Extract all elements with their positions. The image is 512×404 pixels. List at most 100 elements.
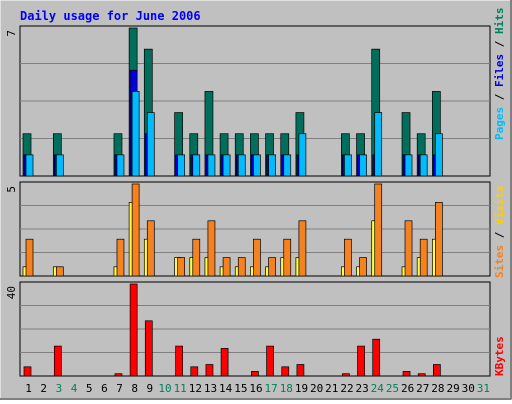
bar-visits: [374, 183, 383, 277]
bar-kbytes: [266, 345, 274, 377]
x-tick-label: 1: [25, 382, 32, 395]
bar-kbytes: [23, 366, 32, 377]
bar-kbytes: [402, 371, 411, 377]
bar-pages: [222, 154, 231, 177]
x-tick-label: 4: [71, 382, 78, 395]
bar-kbytes: [372, 338, 381, 377]
bar-pages: [268, 154, 276, 177]
bar-kbytes: [175, 345, 183, 377]
bar-pages: [25, 154, 34, 177]
x-tick-label: 18: [280, 382, 293, 395]
x-tick-label: 12: [189, 382, 202, 395]
bar-visits: [419, 238, 428, 277]
legend-visits-sites: Sites / Visits: [493, 185, 506, 278]
bar-visits: [404, 220, 413, 277]
bar-visits: [131, 183, 140, 277]
bar-pages: [192, 154, 201, 177]
x-tick-label: 27: [416, 382, 429, 395]
bar-pages: [55, 154, 64, 177]
y-max-label: 5: [5, 186, 18, 193]
bar-pages: [253, 154, 261, 177]
bar-pages: [177, 154, 185, 177]
bar-visits: [207, 220, 216, 277]
x-tick-label: 17: [265, 382, 278, 395]
x-tick-label: 11: [174, 382, 187, 395]
y-max-label: 40: [5, 286, 18, 299]
bar-visits: [283, 238, 292, 277]
bar-visits: [192, 238, 201, 277]
bar-visits: [25, 238, 34, 277]
x-tick-label: 10: [158, 382, 171, 395]
bar-visits: [268, 257, 276, 277]
bar-kbytes: [281, 366, 290, 377]
bar-pages: [419, 154, 428, 177]
chart-title: Daily usage for June 2006: [20, 9, 201, 23]
bar-pages: [344, 154, 352, 177]
bar-pages: [207, 154, 216, 177]
legend-sites: Sites: [493, 245, 506, 278]
legend-kbytes-label: KBytes: [493, 336, 506, 376]
bar-kbytes: [357, 345, 365, 377]
bar-kbytes: [417, 373, 426, 377]
bar-pages: [404, 154, 413, 177]
bar-kbytes: [296, 364, 305, 377]
bar-kbytes: [190, 366, 199, 377]
bar-visits: [298, 220, 307, 277]
bar-kbytes: [433, 364, 441, 377]
x-tick-label: 22: [340, 382, 353, 395]
bar-kbytes: [205, 364, 214, 377]
x-tick-label: 16: [249, 382, 262, 395]
bar-kbytes: [342, 373, 350, 377]
chart-panels: 7 5 40: [5, 25, 491, 377]
bar-kbytes: [53, 345, 62, 377]
x-tick-label: 8: [131, 382, 138, 395]
bar-visits: [177, 257, 185, 277]
bar-kbytes: [129, 283, 138, 377]
legend-hits: Hits: [493, 8, 506, 35]
bar-kbytes: [251, 371, 259, 377]
legend-visits: Visits: [493, 185, 506, 225]
legend-hits-files-pages: Pages / Files / Hits: [493, 8, 506, 141]
bar-visits: [116, 238, 125, 277]
bar-pages: [283, 154, 292, 177]
bar-visits: [55, 266, 64, 277]
x-tick-label: 28: [431, 382, 444, 395]
bar-visits: [359, 257, 367, 277]
bar-visits: [435, 202, 443, 277]
x-tick-label: 5: [86, 382, 93, 395]
legend-sep: /: [493, 225, 506, 245]
bar-pages: [359, 154, 367, 177]
bar-pages: [146, 112, 155, 177]
x-tick-label: 30: [462, 382, 475, 395]
bar-visits: [146, 220, 155, 277]
x-tick-label: 26: [401, 382, 414, 395]
x-tick-label: 3: [56, 382, 63, 395]
bar-visits: [222, 257, 231, 277]
bar-visits: [237, 257, 246, 277]
bar-kbytes: [220, 348, 229, 377]
bar-kbytes: [144, 320, 153, 377]
bar-pages: [237, 154, 246, 177]
bar-pages: [435, 133, 443, 177]
x-tick-label: 14: [219, 382, 233, 395]
x-tick-label: 31: [477, 382, 490, 395]
bar-kbytes: [114, 373, 123, 377]
bar-pages: [374, 112, 383, 177]
x-tick-label: 9: [147, 382, 154, 395]
x-axis-labels: 1 2 3 4 5 6 7 8 9 10 11 12 13 14 15 16 17 18 19 20 21 22 23 24 2…: [25, 382, 490, 395]
x-tick-label: 29: [446, 382, 459, 395]
x-tick-label: 20: [310, 382, 323, 395]
x-tick-label: 2: [40, 382, 47, 395]
x-tick-label: 6: [101, 382, 108, 395]
bar-pages: [298, 133, 307, 177]
legend-kbytes: KBytes: [493, 336, 506, 376]
legend-pages: Pages: [493, 107, 506, 140]
x-tick-label: 15: [234, 382, 247, 395]
x-tick-label: 23: [356, 382, 369, 395]
bar-pages: [131, 91, 140, 177]
legend-files: Files: [493, 54, 506, 87]
legend-sep: /: [493, 87, 506, 107]
